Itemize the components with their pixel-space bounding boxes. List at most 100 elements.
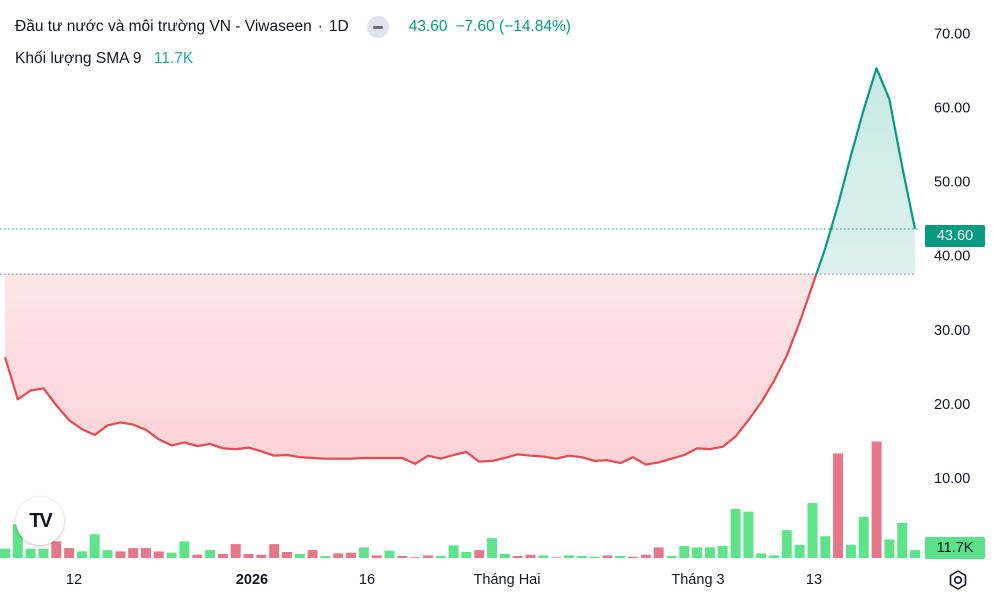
volume-bar xyxy=(25,548,36,558)
volume-bar xyxy=(448,545,459,558)
volume-bar xyxy=(141,548,151,558)
volume-bar xyxy=(833,453,844,558)
volume-bar xyxy=(205,550,216,558)
volume-bar xyxy=(64,548,75,558)
volume-bar xyxy=(346,552,357,558)
volume-bar xyxy=(871,441,882,558)
volume-bar xyxy=(794,544,805,558)
x-axis-tick: 13 xyxy=(806,572,822,588)
interval-label[interactable]: 1D xyxy=(328,18,349,35)
volume-bar xyxy=(769,555,779,558)
y-axis-tick: 40.00 xyxy=(934,249,970,265)
volume-bar xyxy=(333,553,344,558)
y-axis-tick: 10.00 xyxy=(934,471,970,487)
volume-bar xyxy=(551,557,562,558)
volume-bar xyxy=(358,547,369,558)
collapse-legend-icon[interactable] xyxy=(366,16,389,38)
volume-bar xyxy=(282,552,292,558)
x-axis-tick: Tháng Hai xyxy=(474,572,541,588)
volume-bar xyxy=(563,555,574,558)
volume-value: 11.7K xyxy=(153,50,194,67)
volume-bar xyxy=(512,556,523,558)
volume-bar xyxy=(12,524,23,558)
volume-bar xyxy=(320,556,331,558)
volume-legend: Khối lượng SMA 9 11.7K xyxy=(15,50,193,68)
y-axis-tick: 60.00 xyxy=(934,101,970,117)
volume-bar xyxy=(781,530,792,558)
volume-bar xyxy=(499,554,510,558)
volume-bar xyxy=(756,553,767,558)
volume-bar xyxy=(525,554,536,558)
volume-bar xyxy=(371,555,382,558)
legend-separator: · xyxy=(317,18,323,35)
volume-bar xyxy=(410,557,421,558)
y-axis-tick: 20.00 xyxy=(934,397,970,413)
last-price: 43.60 xyxy=(408,18,448,35)
volume-bar xyxy=(602,555,613,558)
volume-bar xyxy=(640,554,651,558)
volume-bar xyxy=(538,555,549,558)
volume-bar xyxy=(858,517,869,558)
volume-bar xyxy=(589,556,600,558)
volume-bar xyxy=(576,556,587,558)
symbol-title[interactable]: Đầu tư nước và môi trường VN - Viwaseen xyxy=(15,18,312,35)
volume-bar xyxy=(845,544,856,558)
x-axis-tick: 16 xyxy=(359,572,375,588)
tradingview-logo[interactable]: TV xyxy=(16,497,64,545)
volume-bar xyxy=(615,556,626,558)
volume-bar xyxy=(461,552,472,558)
volume-bar xyxy=(51,541,62,558)
volume-bar xyxy=(230,544,241,558)
x-axis-tick: 12 xyxy=(66,572,82,588)
volume-bar xyxy=(628,556,638,558)
volume-bar xyxy=(89,534,100,558)
volume-bar xyxy=(307,550,318,558)
volume-bar xyxy=(666,556,677,558)
volume-bar xyxy=(435,556,446,558)
volume-bar xyxy=(474,550,485,558)
symbol-legend: Đầu tư nước và môi trường VN - Viwaseen … xyxy=(15,16,579,38)
price-line-down xyxy=(3,274,818,466)
volume-bar xyxy=(0,548,10,558)
volume-bar xyxy=(717,546,728,558)
volume-bar xyxy=(653,547,664,558)
volume-bar xyxy=(897,522,908,558)
volume-bar xyxy=(820,536,831,558)
x-axis-tick: 2026 xyxy=(236,572,268,588)
volume-bar xyxy=(192,554,203,558)
volume-bar xyxy=(704,547,715,558)
y-axis-tick: 50.00 xyxy=(934,175,970,191)
volume-bar xyxy=(397,556,408,558)
volume-bar xyxy=(153,551,164,558)
volume-bar xyxy=(256,554,267,558)
volume-indicator-label[interactable]: Khối lượng SMA 9 xyxy=(15,50,142,67)
price-change: −7.60 (−14.84%) xyxy=(455,18,571,35)
settings-icon[interactable] xyxy=(946,568,970,592)
volume-bar xyxy=(38,548,49,558)
volume-bar xyxy=(730,509,741,558)
volume-bar xyxy=(102,550,113,558)
volume-bar xyxy=(423,555,433,558)
volume-bar xyxy=(679,546,690,558)
area-below-baseline xyxy=(5,274,817,465)
volume-bar xyxy=(743,511,754,558)
volume-bar xyxy=(884,539,895,558)
volume-bar xyxy=(294,554,305,558)
volume-bar xyxy=(692,547,703,558)
volume-bar xyxy=(76,551,87,558)
y-axis-tick: 30.00 xyxy=(934,323,970,339)
volume-bar xyxy=(166,552,177,558)
volume-bar xyxy=(128,548,139,558)
volume-bar xyxy=(910,550,920,558)
volume-badge: 11.7K xyxy=(925,537,985,559)
volume-bar xyxy=(487,538,497,558)
volume-bar xyxy=(179,541,190,558)
volume-bar xyxy=(807,503,818,558)
x-axis-tick: Tháng 3 xyxy=(671,572,724,588)
volume-bar xyxy=(269,544,280,558)
y-axis-tick: 70.00 xyxy=(934,26,970,42)
last-price-badge: 43.60 xyxy=(925,225,985,247)
volume-bar xyxy=(217,554,228,558)
volume-bar xyxy=(384,550,395,558)
